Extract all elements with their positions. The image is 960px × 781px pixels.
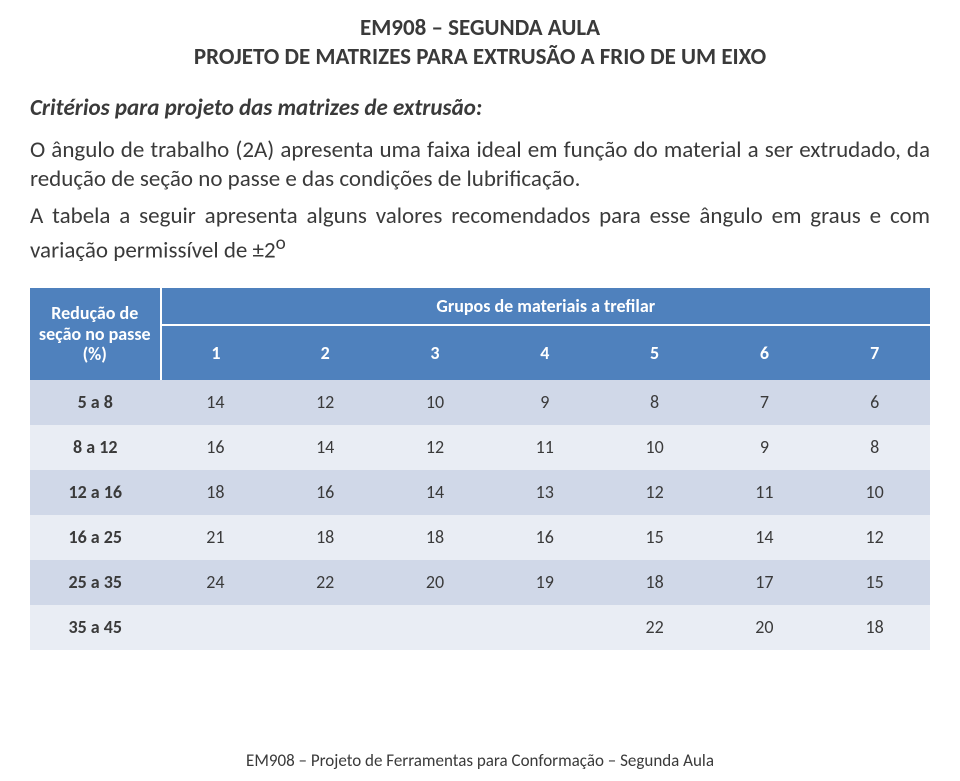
cell: 12 <box>600 470 710 515</box>
cell <box>380 605 490 650</box>
paragraph-2-text: A tabela a seguir apresenta alguns valor… <box>30 202 930 264</box>
table-row: 35 a 45 22 20 18 <box>30 605 930 650</box>
cell <box>161 605 271 650</box>
data-table: Redução de seção no passe (%) Grupos de … <box>30 288 930 650</box>
table-row: 8 a 12 16 14 12 11 10 9 8 <box>30 425 930 470</box>
header-row-1: Redução de seção no passe (%) Grupos de … <box>30 288 930 325</box>
cell: 18 <box>380 515 490 560</box>
cell: 6 <box>819 380 930 425</box>
cell: 16 <box>270 470 380 515</box>
cell: 15 <box>600 515 710 560</box>
cell: 20 <box>380 560 490 605</box>
cell: 11 <box>709 470 819 515</box>
cell: 11 <box>490 425 600 470</box>
col-header-7: 7 <box>819 325 930 380</box>
cell: 9 <box>490 380 600 425</box>
table-body: 5 a 8 14 12 10 9 8 7 6 8 a 12 16 14 12 1… <box>30 380 930 650</box>
cell: 9 <box>709 425 819 470</box>
cell: 13 <box>490 470 600 515</box>
cell: 16 <box>161 425 271 470</box>
table-row: 16 a 25 21 18 18 16 15 14 12 <box>30 515 930 560</box>
cell: 22 <box>600 605 710 650</box>
cell: 18 <box>161 470 271 515</box>
cell: 8 <box>819 425 930 470</box>
section-subtitle: Critérios para projeto das matrizes de e… <box>30 94 930 122</box>
cell: 21 <box>161 515 271 560</box>
table-row: 12 a 16 18 16 14 13 12 11 10 <box>30 470 930 515</box>
header-group: Grupos de materiais a trefilar <box>161 288 931 325</box>
col-header-1: 1 <box>161 325 271 380</box>
cell: 18 <box>600 560 710 605</box>
cell: 12 <box>819 515 930 560</box>
page-container: EM908 – SEGUNDA AULA PROJETO DE MATRIZES… <box>0 0 960 781</box>
header-row-2: 1 2 3 4 5 6 7 <box>30 325 930 380</box>
paragraph-1: O ângulo de trabalho (2A) apresenta uma … <box>30 136 930 195</box>
cell: 10 <box>380 380 490 425</box>
row-label: 16 a 25 <box>30 515 161 560</box>
row-label: 25 a 35 <box>30 560 161 605</box>
cell: 14 <box>709 515 819 560</box>
cell: 18 <box>270 515 380 560</box>
row-label: 35 a 45 <box>30 605 161 650</box>
page-footer: EM908 – Projeto de Ferramentas para Conf… <box>0 750 960 771</box>
col-header-6: 6 <box>709 325 819 380</box>
paragraph-2-sup: o <box>276 232 286 255</box>
cell: 20 <box>709 605 819 650</box>
cell: 24 <box>161 560 271 605</box>
cell: 19 <box>490 560 600 605</box>
row-label: 8 a 12 <box>30 425 161 470</box>
page-title-line1: EM908 – SEGUNDA AULA <box>30 14 930 43</box>
table-row: 25 a 35 24 22 20 19 18 17 15 <box>30 560 930 605</box>
cell: 12 <box>270 380 380 425</box>
cell: 22 <box>270 560 380 605</box>
cell: 10 <box>819 470 930 515</box>
cell: 17 <box>709 560 819 605</box>
cell: 14 <box>270 425 380 470</box>
cell: 16 <box>490 515 600 560</box>
row-label: 5 a 8 <box>30 380 161 425</box>
col-header-5: 5 <box>600 325 710 380</box>
cell <box>270 605 380 650</box>
table-row: 5 a 8 14 12 10 9 8 7 6 <box>30 380 930 425</box>
cell: 14 <box>380 470 490 515</box>
header-left: Redução de seção no passe (%) <box>30 288 161 380</box>
col-header-4: 4 <box>490 325 600 380</box>
cell: 10 <box>600 425 710 470</box>
cell: 14 <box>161 380 271 425</box>
cell: 15 <box>819 560 930 605</box>
col-header-3: 3 <box>380 325 490 380</box>
cell <box>490 605 600 650</box>
table-container: Redução de seção no passe (%) Grupos de … <box>30 288 930 650</box>
paragraph-2: A tabela a seguir apresenta alguns valor… <box>30 202 930 266</box>
table-head: Redução de seção no passe (%) Grupos de … <box>30 288 930 380</box>
cell: 7 <box>709 380 819 425</box>
cell: 12 <box>380 425 490 470</box>
cell: 18 <box>819 605 930 650</box>
col-header-2: 2 <box>270 325 380 380</box>
page-title-line2: PROJETO DE MATRIZES PARA EXTRUSÃO A FRIO… <box>30 43 930 72</box>
cell: 8 <box>600 380 710 425</box>
row-label: 12 a 16 <box>30 470 161 515</box>
